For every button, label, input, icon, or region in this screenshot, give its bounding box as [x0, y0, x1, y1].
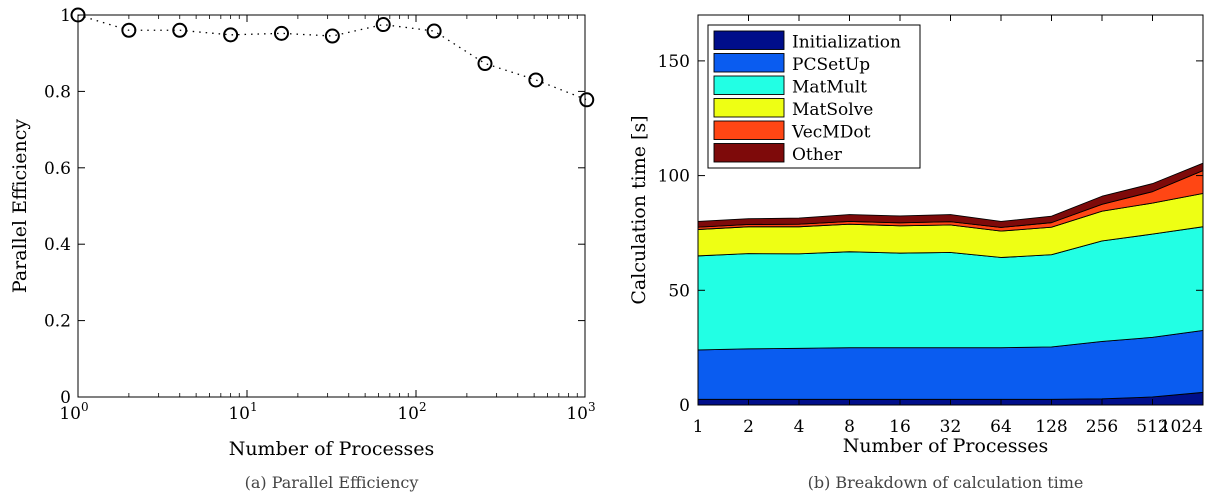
efficiency-point: [426, 23, 442, 39]
legend-label-matsolve: MatSolve: [792, 100, 873, 120]
time-breakdown-y-axis-label: Calculation time [s]: [628, 115, 650, 304]
efficiency-x-tick-label: 100: [59, 400, 88, 424]
legend-label-pcsetup: PCSetUp: [792, 55, 870, 75]
legend-swatch-initialization: [713, 30, 785, 50]
time-breakdown-x-tick-label: 1024: [1160, 417, 1203, 437]
efficiency-x-ticks: 100 101 102 103: [59, 15, 596, 424]
efficiency-point: [477, 56, 493, 72]
legend-swatch-matsolve: [713, 98, 785, 118]
legend-label-other: Other: [792, 145, 843, 165]
efficiency-y-tick-label: 0: [60, 388, 71, 408]
legend-label-matmult: MatMult: [792, 78, 867, 98]
efficiency-point: [579, 92, 595, 108]
efficiency-y-tick-label: 1: [60, 6, 71, 26]
efficiency-x-tick-label: 101: [228, 400, 257, 424]
time-breakdown-x-tick-label: 64: [990, 417, 1012, 437]
time-breakdown-y-tick-label: 150: [658, 52, 690, 72]
time-breakdown-x-tick-label: 16: [889, 417, 911, 437]
efficiency-point: [223, 27, 239, 43]
time-breakdown-y-tick-label: 50: [668, 281, 690, 301]
efficiency-x-axis-label: Number of Processes: [229, 438, 435, 460]
efficiency-chart: 100 101 102 103 0 0.2 0.4 0.6 0.8 1 Number of Pr…: [9, 6, 596, 492]
efficiency-y-tick-label: 0.6: [44, 159, 71, 179]
efficiency-x-tick-label: 102: [397, 400, 426, 424]
efficiency-y-tick-label: 0.2: [44, 312, 71, 332]
efficiency-y-tick-label: 0.8: [44, 82, 71, 102]
efficiency-y-tick-label: 0.4: [44, 235, 71, 255]
efficiency-caption: (a) Parallel Efficiency: [245, 473, 419, 492]
legend-swatch-pcsetup: [713, 53, 785, 73]
legend-label-initialization: Initialization: [792, 33, 901, 53]
efficiency-point: [375, 17, 391, 33]
time-breakdown-x-tick-label: 2: [743, 417, 754, 437]
time-breakdown-x-tick-label: 512: [1136, 417, 1168, 437]
time-breakdown-x-axis-label: Number of Processes: [843, 435, 1049, 457]
time-breakdown-x-tick-label: 256: [1086, 417, 1118, 437]
time-breakdown-x-tick-label: 8: [844, 417, 855, 437]
legend-swatch-vecmdot: [713, 120, 785, 140]
efficiency-y-axis-label: Parallel Efficiency: [9, 119, 31, 293]
legend-label-vecmdot: VecMDot: [791, 123, 871, 143]
legend-swatch-matmult: [713, 75, 785, 95]
efficiency-plot-area: [70, 7, 595, 398]
efficiency-point: [324, 28, 340, 44]
time-breakdown-y-tick-label: 100: [658, 167, 690, 187]
time-breakdown-x-tick-label: 4: [794, 417, 805, 437]
time-breakdown-y-ticks: 0 50 100 150: [658, 52, 1203, 416]
time-breakdown-x-tick-label: 1: [693, 417, 704, 437]
efficiency-x-tick-label: 103: [566, 400, 595, 424]
time-breakdown-y-tick-label: 0: [679, 396, 690, 416]
efficiency-point: [172, 22, 188, 38]
legend-swatch-other: [713, 143, 785, 163]
efficiency-point: [121, 22, 137, 38]
time-breakdown-caption: (b) Breakdown of calculation time: [808, 473, 1084, 492]
time-breakdown-x-tick-label: 128: [1035, 417, 1067, 437]
efficiency-point: [528, 72, 544, 88]
efficiency-y-ticks: 0 0.2 0.4 0.6 0.8 1: [44, 6, 585, 408]
efficiency-axes-box: [77, 14, 586, 398]
time-breakdown-x-tick-label: 32: [940, 417, 962, 437]
efficiency-point: [273, 25, 289, 41]
